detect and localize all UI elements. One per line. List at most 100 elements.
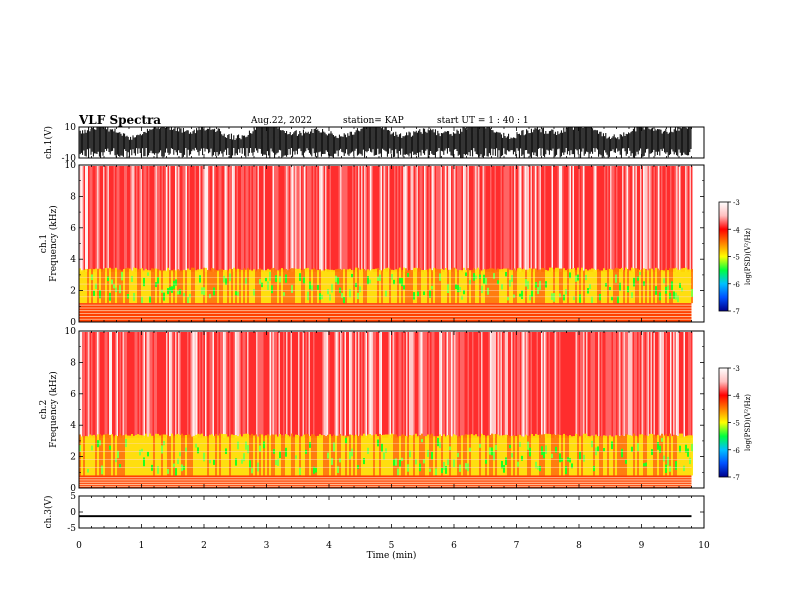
spectrogram-band: [227, 436, 229, 476]
y-tick-label: 10: [65, 327, 77, 337]
spectrogram-green: [117, 450, 119, 459]
spectrogram-streak: [473, 332, 475, 438]
x-tick-label: 5: [389, 541, 395, 551]
spectrogram-band: [499, 269, 501, 304]
spectrogram-green: [349, 451, 351, 460]
y-tick-label: 4: [70, 421, 76, 431]
spectrogram-green: [637, 276, 639, 281]
spectrogram-band: [207, 436, 209, 476]
spectrogram-band: [437, 436, 439, 476]
spectrogram-streak: [328, 166, 330, 272]
spectrogram-streak: [389, 332, 391, 438]
spectrogram-band: [689, 269, 691, 304]
spectrogram-band: [303, 268, 305, 304]
x-tick-label: 8: [576, 541, 582, 551]
spectrogram-band: [539, 434, 541, 476]
spectrogram-band: [357, 435, 359, 476]
spectrogram-streak: [272, 166, 274, 272]
spectrogram-streak: [263, 332, 265, 438]
spectrogram-green: [497, 280, 499, 285]
spectrogram-streak: [457, 166, 459, 272]
spectrogram-streak: [580, 332, 582, 438]
spectrogram-band: [321, 435, 323, 476]
spectrogram-band: [645, 435, 647, 476]
spectrogram-streak: [521, 166, 523, 272]
spectrogram-band: [379, 433, 381, 476]
spectrogram-streak: [112, 332, 114, 438]
spectrogram-streak: [103, 332, 105, 438]
spectrogram-green: [511, 453, 513, 458]
spectrogram-streak: [565, 332, 567, 438]
spectrogram-streak: [283, 332, 285, 438]
spectrogram-streak: [517, 166, 519, 272]
spectrogram-streak: [271, 332, 273, 438]
spectrogram-streak: [454, 332, 456, 438]
spectrogram-band: [115, 435, 117, 476]
spectrogram-band: [681, 268, 683, 304]
spectrogram-streak: [319, 332, 321, 438]
spectrogram-streak: [89, 332, 91, 438]
spectrogram-green: [143, 457, 145, 467]
spectrogram-green: [161, 445, 163, 454]
spectrogram-green: [369, 279, 371, 284]
spectrogram-streak: [151, 332, 153, 438]
spectrogram-band: [213, 435, 215, 476]
spectrogram-band: [507, 434, 509, 476]
spectrogram-streak: [659, 332, 661, 438]
spectrogram-streak: [160, 332, 162, 438]
spectrogram-streak: [560, 166, 562, 272]
spectrogram-streak: [458, 332, 460, 438]
spectrogram-band: [477, 267, 479, 304]
spectrogram-green: [573, 296, 575, 301]
spectrogram-streak: [331, 332, 333, 438]
spectrogram-streak: [551, 332, 553, 438]
spectrogram-band: [505, 268, 507, 304]
spectrogram-band: [449, 435, 451, 476]
spectrogram-streak: [229, 332, 231, 438]
spectrogram-band: [323, 270, 325, 304]
spectrogram-green: [245, 441, 247, 450]
spectrogram-streak: [389, 166, 391, 272]
spectrogram-band: [271, 434, 273, 476]
spectrogram-streak: [121, 332, 123, 438]
spectrogram-streak: [578, 166, 580, 272]
spectrogram-band: [673, 434, 675, 476]
spectrogram-band: [89, 434, 91, 476]
spectrogram-streak: [215, 332, 217, 438]
spectrogram-band: [243, 268, 245, 304]
spectrogram-band: [665, 434, 667, 476]
spectrogram-green: [213, 287, 215, 296]
spectrogram-streak: [608, 332, 610, 438]
spectrogram-band: [657, 268, 659, 304]
spectrogram-band: [303, 434, 305, 476]
spectrogram-green: [659, 445, 661, 453]
spectrogram-band: [369, 270, 371, 304]
spectrogram-band: [125, 434, 127, 476]
spectrogram-band: [401, 269, 403, 304]
spectrogram-band: [293, 436, 295, 476]
spectrogram-green: [359, 286, 361, 293]
spectrogram-green: [393, 459, 395, 466]
spectrogram-streak: [559, 332, 561, 438]
spectrogram-streak: [409, 166, 411, 272]
spectrogram-streak: [169, 166, 171, 272]
spectrogram-streak: [323, 166, 325, 272]
spectrogram-streak: [520, 166, 522, 272]
spectrogram-streak: [407, 332, 409, 438]
spectrogram-green: [565, 466, 567, 475]
spectrogram-green: [509, 279, 511, 287]
spectrogram-streak: [442, 332, 444, 438]
spectrogram-streak: [584, 332, 586, 438]
spectrogram-band: [411, 435, 413, 476]
spectrogram-green: [431, 285, 433, 290]
spectrogram-band: [439, 269, 441, 304]
spectrogram-green: [357, 292, 359, 300]
spectrogram-streak: [256, 332, 258, 438]
spectrogram-band: [471, 269, 473, 304]
spectrogram-streak: [263, 166, 265, 272]
spectrogram-green: [189, 293, 191, 298]
spectrogram-band: [459, 436, 461, 476]
spectrogram-green: [611, 441, 613, 450]
spectrogram-green: [691, 443, 693, 452]
spectrogram-green: [571, 463, 573, 469]
